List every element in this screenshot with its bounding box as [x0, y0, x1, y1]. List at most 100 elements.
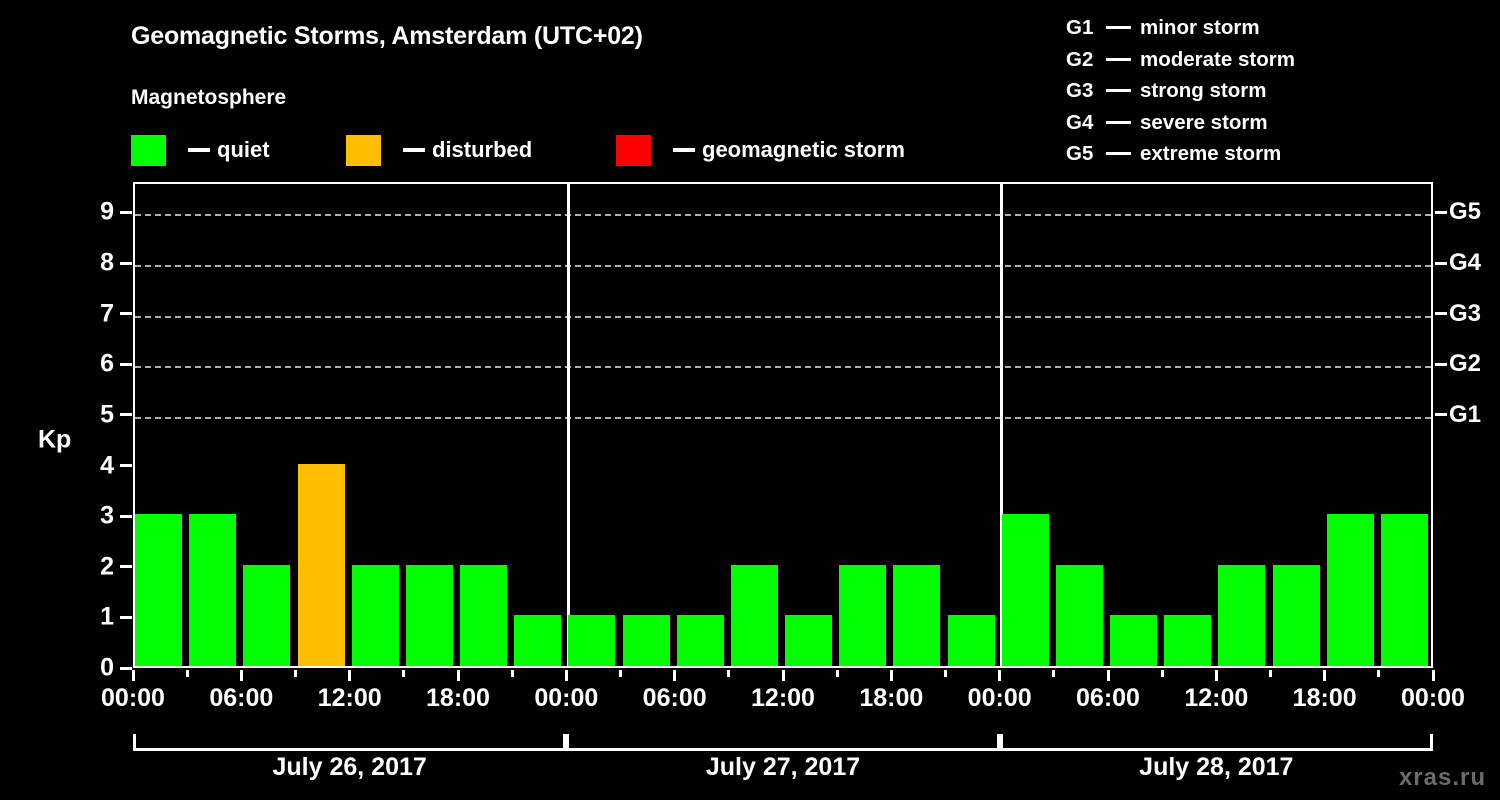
bar: [622, 615, 670, 666]
legend-dash-icon: [188, 148, 210, 152]
x-tick-label: 12:00: [317, 684, 382, 712]
red-swatch: [616, 134, 651, 166]
day-bracket-3: [999, 734, 1433, 751]
g-scale-legend: G1 minor storm G2 moderate storm G3 strong st…: [1066, 12, 1486, 170]
legend-label: geomagnetic storm: [702, 137, 905, 162]
bar: [1380, 514, 1428, 666]
x-tick: [781, 670, 785, 681]
bar: [514, 615, 562, 666]
day-separator-2: [1000, 184, 1004, 666]
x-tick-label: 00:00: [1401, 684, 1465, 712]
g-legend-dash-icon: [1106, 89, 1131, 93]
bar: [947, 615, 995, 666]
y-tick-label: 7: [100, 299, 114, 328]
bar: [1164, 615, 1212, 666]
y-tick-label: 5: [100, 400, 114, 429]
g-legend-code: G5: [1066, 142, 1094, 165]
g-legend-code: G2: [1066, 47, 1094, 71]
bar: [460, 564, 508, 666]
x-tick-label: 12:00: [751, 684, 815, 712]
gridline-kp-6: [135, 366, 1431, 369]
g-legend-row-g4: G4 severe storm: [1066, 107, 1486, 139]
g-tick-G5: [1435, 210, 1447, 214]
x-minor-tick: [1160, 670, 1164, 677]
g-legend-row-g3: G3 strong storm: [1066, 75, 1486, 107]
x-tick: [348, 670, 352, 681]
y-tick-9: [120, 210, 132, 214]
g-tick-G3: [1435, 312, 1447, 316]
legend-dash-icon: [673, 148, 695, 152]
x-tick-label: 06:00: [209, 684, 274, 712]
x-minor-tick: [727, 670, 731, 677]
y-tick-label: 6: [100, 349, 114, 378]
legend-item-geomagnetic: geomagnetic storm: [616, 134, 905, 166]
x-minor-tick: [1052, 670, 1056, 677]
bar: [297, 463, 345, 666]
x-tick-label: 00:00: [534, 684, 599, 712]
bar: [1055, 564, 1103, 666]
g-legend-code: G4: [1066, 110, 1094, 134]
x-tick: [1431, 670, 1435, 681]
y-tick-5: [120, 413, 132, 417]
x-tick: [239, 670, 243, 681]
y-tick-1: [120, 615, 132, 619]
day-label: July 27, 2017: [705, 753, 861, 781]
x-tick-label: 12:00: [1184, 684, 1249, 712]
day-separator-1: [566, 184, 570, 666]
g-legend-label: strong storm: [1140, 79, 1267, 102]
x-tick: [1106, 670, 1110, 681]
y-tick-8: [120, 261, 132, 265]
x-tick: [1214, 670, 1218, 681]
bar: [676, 615, 724, 666]
x-tick-label: 06:00: [642, 684, 707, 712]
x-minor-tick: [185, 670, 189, 677]
y-tick-3: [120, 514, 132, 518]
x-tick: [131, 670, 135, 681]
g-legend-code: G3: [1066, 79, 1094, 102]
gridline-kp-7: [135, 315, 1431, 318]
y-tick-7: [120, 312, 132, 316]
g-axis-label: G3: [1449, 299, 1482, 327]
bars-layer: [135, 184, 1431, 666]
x-minor-tick: [294, 670, 297, 677]
y-tick-label: 8: [100, 248, 114, 277]
plot-area: [133, 182, 1433, 668]
y-axis-title: Kp: [38, 425, 72, 454]
x-minor-tick: [1377, 670, 1381, 677]
x-minor-tick: [944, 670, 947, 677]
bar: [135, 514, 183, 666]
x-tick: [456, 670, 460, 681]
g-axis-label: G1: [1449, 400, 1482, 428]
x-tick-label: 06:00: [1076, 684, 1140, 712]
bar: [730, 564, 778, 666]
green-swatch: [131, 134, 166, 166]
day-bracket-2: [566, 734, 1000, 751]
g-tick-G4: [1435, 261, 1447, 265]
x-tick: [998, 670, 1002, 681]
y-tick-label: 2: [100, 552, 114, 581]
gridline-kp-9: [135, 214, 1431, 217]
g-tick-G2: [1435, 362, 1447, 366]
g-legend-dash-icon: [1106, 120, 1131, 124]
g-legend-label: extreme storm: [1140, 142, 1282, 165]
g-legend-dash-icon: [1106, 57, 1131, 61]
x-tick: [673, 670, 677, 681]
g-legend-code: G1: [1066, 16, 1094, 39]
g-legend-label: minor storm: [1140, 16, 1260, 39]
x-minor-tick: [619, 670, 622, 677]
day-bracket-1: [133, 734, 567, 751]
day-label: July 28, 2017: [1139, 753, 1294, 781]
legend-item-disturbed: disturbed: [346, 134, 532, 166]
g-axis-label: G5: [1449, 198, 1482, 226]
x-tick-label: 18:00: [859, 684, 924, 712]
g-legend-row-g1: G1 minor storm: [1066, 12, 1486, 44]
y-tick-label: 1: [100, 602, 114, 631]
g-legend-label: severe storm: [1140, 110, 1268, 134]
bar: [785, 615, 833, 666]
orange-swatch: [346, 134, 381, 166]
x-tick: [564, 670, 568, 681]
y-tick-6: [120, 362, 132, 366]
bar: [1001, 514, 1049, 666]
bar: [1326, 514, 1374, 666]
chart-subtitle: Magnetosphere: [131, 86, 287, 109]
